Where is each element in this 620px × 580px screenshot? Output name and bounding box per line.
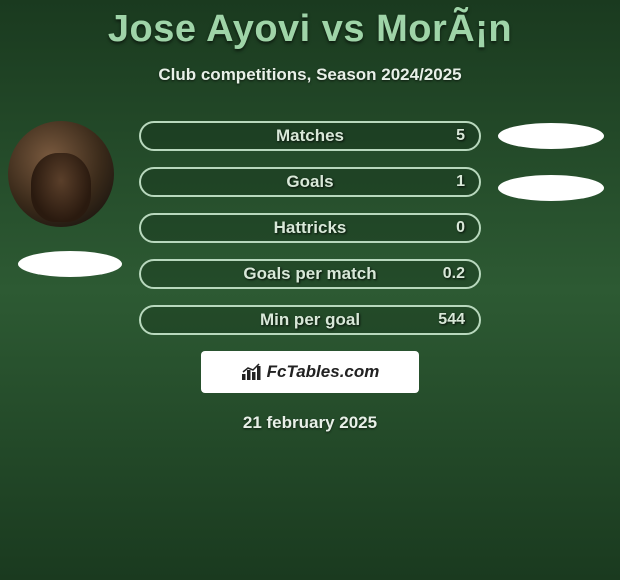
stat-row-goals-per-match: Goals per match 0.2 [139,259,481,289]
stat-label: Min per goal [260,310,360,330]
stat-row-hattricks: Hattricks 0 [139,213,481,243]
stat-value: 0.2 [443,265,465,283]
player-right-oval-1 [498,123,604,149]
comparison-subtitle: Club competitions, Season 2024/2025 [0,65,620,85]
stat-label: Matches [276,126,344,146]
stat-row-min-per-goal: Min per goal 544 [139,305,481,335]
brand-text: FcTables.com [267,362,380,382]
stat-label: Goals per match [243,264,376,284]
bar-chart-icon [241,363,263,381]
stat-value: 0 [456,219,465,237]
stat-row-matches: Matches 5 [139,121,481,151]
stat-value: 1 [456,173,465,191]
stat-row-goals: Goals 1 [139,167,481,197]
player-right-oval-2 [498,175,604,201]
stat-value: 544 [438,311,465,329]
stat-value: 5 [456,127,465,145]
player-left-avatar [8,121,114,227]
comparison-title: Jose Ayovi vs MorÃ¡n [0,0,620,51]
brand-badge[interactable]: FcTables.com [201,351,419,393]
stat-label: Hattricks [274,218,347,238]
stat-label: Goals [286,172,333,192]
stats-list: Matches 5 Goals 1 Hattricks 0 Goals per … [139,121,481,335]
player-left-name-oval [18,251,122,277]
date-text: 21 february 2025 [0,413,620,433]
content-area: Matches 5 Goals 1 Hattricks 0 Goals per … [0,121,620,433]
